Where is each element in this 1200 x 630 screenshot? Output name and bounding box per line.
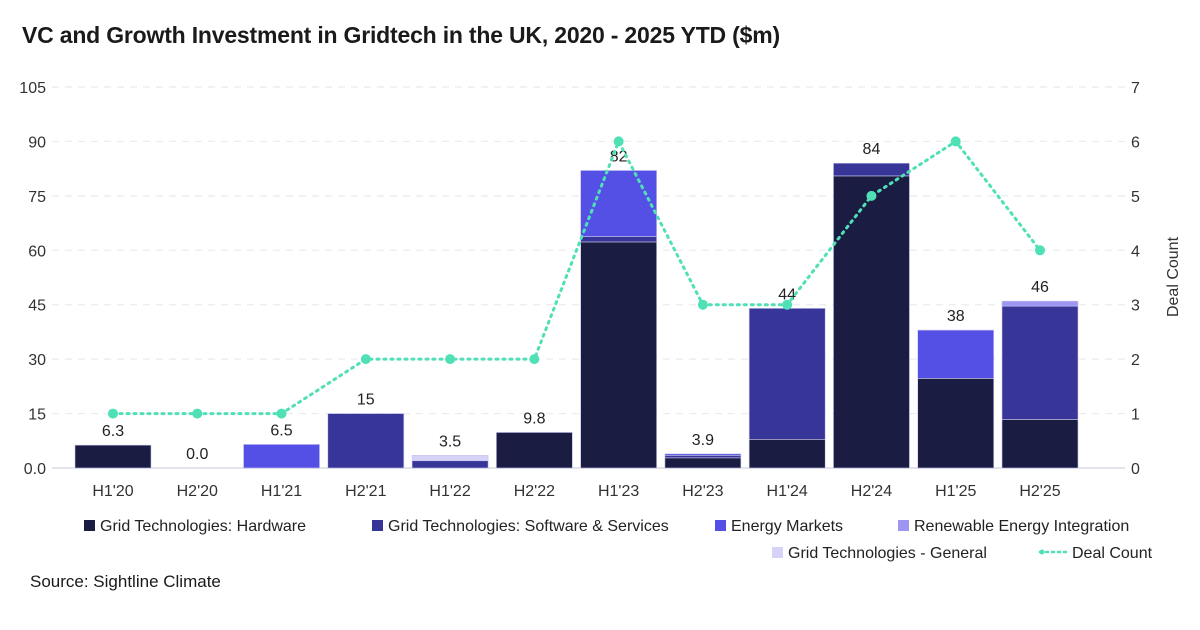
bar-segment (748, 439, 826, 469)
y-right-tick-label: 2 (1131, 352, 1140, 369)
y-right-axis-label: Deal Count (1165, 236, 1182, 317)
total-data-label: 84 (863, 141, 881, 158)
bar-segment (411, 454, 489, 462)
x-tick-label: H2'23 (682, 483, 723, 500)
bar-segment (327, 413, 405, 469)
legend-swatch (772, 547, 783, 558)
deal-count-point (782, 299, 793, 310)
bar-segment (917, 329, 995, 379)
legend-swatch (1039, 549, 1045, 555)
x-tick-label: H1'23 (598, 483, 639, 500)
y-right-tick-label: 5 (1131, 189, 1140, 206)
x-tick-label: H1'20 (92, 483, 133, 500)
y-right-tick-label: 6 (1131, 134, 1140, 151)
legend-swatch (372, 520, 383, 531)
legend-swatch (84, 520, 95, 531)
bar-segment (580, 170, 657, 237)
bar-segment (243, 444, 320, 469)
y-right-tick-label: 1 (1131, 407, 1140, 424)
deal-count-point (950, 136, 961, 147)
y-left-tick-label: 15 (28, 407, 46, 424)
total-data-label: 9.8 (523, 410, 545, 427)
total-data-label: 15 (357, 392, 375, 409)
y-left-tick-label: 75 (28, 189, 46, 206)
deal-count-point (445, 354, 456, 365)
total-data-label: 6.3 (102, 423, 124, 440)
deal-count-point (529, 354, 540, 365)
deal-count-point (192, 408, 203, 419)
y-right-tick-label: 3 (1131, 298, 1140, 315)
bar-segment (833, 162, 910, 177)
bar-segment (748, 308, 826, 440)
bar-segment (664, 457, 742, 469)
x-tick-label: H2'22 (514, 483, 555, 500)
x-tick-label: H2'20 (177, 483, 218, 500)
x-tick-label: H2'25 (1019, 483, 1060, 500)
legend-label: Grid Technologies - General (788, 545, 987, 562)
bar-segment (664, 453, 742, 456)
total-data-label: 6.5 (270, 422, 292, 439)
bar-segment (580, 236, 657, 243)
y-left-tick-label: 0.0 (24, 461, 46, 478)
x-tick-label: H2'24 (851, 483, 892, 500)
bar-segment (1001, 300, 1079, 307)
y-right-tick-label: 0 (1131, 461, 1140, 478)
y-left-tick-label: 105 (19, 80, 46, 97)
y-left-tick-label: 60 (28, 243, 46, 260)
deal-count-point (613, 136, 624, 147)
x-tick-label: H1'22 (429, 483, 470, 500)
bar-segment (1001, 419, 1079, 469)
bar-segment (411, 460, 489, 469)
legend-label: Grid Technologies: Software & Services (388, 518, 669, 535)
deal-count-line (111, 137, 1042, 416)
bar-segment (917, 378, 995, 469)
total-data-label: 0.0 (186, 446, 208, 463)
bar-segment (1001, 305, 1079, 420)
x-tick-label: H1'25 (935, 483, 976, 500)
x-tick-label: H2'21 (345, 483, 386, 500)
bar-segment (496, 432, 573, 469)
source-note: Source: Sightline Climate (30, 572, 221, 591)
deal-count-point (866, 190, 877, 201)
deal-count-point (1035, 245, 1045, 256)
y-right-tick-label: 7 (1131, 80, 1140, 97)
y-right-tick-label: 4 (1131, 243, 1140, 260)
deal-count-point (360, 354, 371, 365)
deal-count-point (276, 408, 287, 419)
y-left-tick-label: 45 (28, 298, 46, 315)
x-tick-label: H1'21 (261, 483, 302, 500)
deal-count-point (108, 408, 118, 419)
y-left-tick-label: 30 (28, 352, 46, 369)
chart-title: VC and Growth Investment in Gridtech in … (22, 22, 780, 48)
legend-swatch (715, 520, 726, 531)
total-data-label: 46 (1031, 279, 1049, 296)
bar-segment (74, 444, 152, 469)
legend-label: Renewable Energy Integration (914, 518, 1129, 535)
total-data-label: 38 (947, 308, 965, 325)
legend-label: Energy Markets (731, 518, 843, 535)
bar-segment (833, 175, 910, 469)
bar-segment (664, 454, 742, 459)
total-data-label: 3.9 (692, 432, 714, 449)
bar-segment (580, 241, 657, 469)
x-tick-label: H1'24 (767, 483, 808, 500)
y-left-tick-label: 90 (28, 134, 46, 151)
legend-swatch (898, 520, 909, 531)
total-data-label: 3.5 (439, 433, 461, 450)
deal-count-point (697, 299, 708, 310)
legend-label: Grid Technologies: Hardware (100, 518, 306, 535)
legend-label: Deal Count (1072, 545, 1153, 562)
